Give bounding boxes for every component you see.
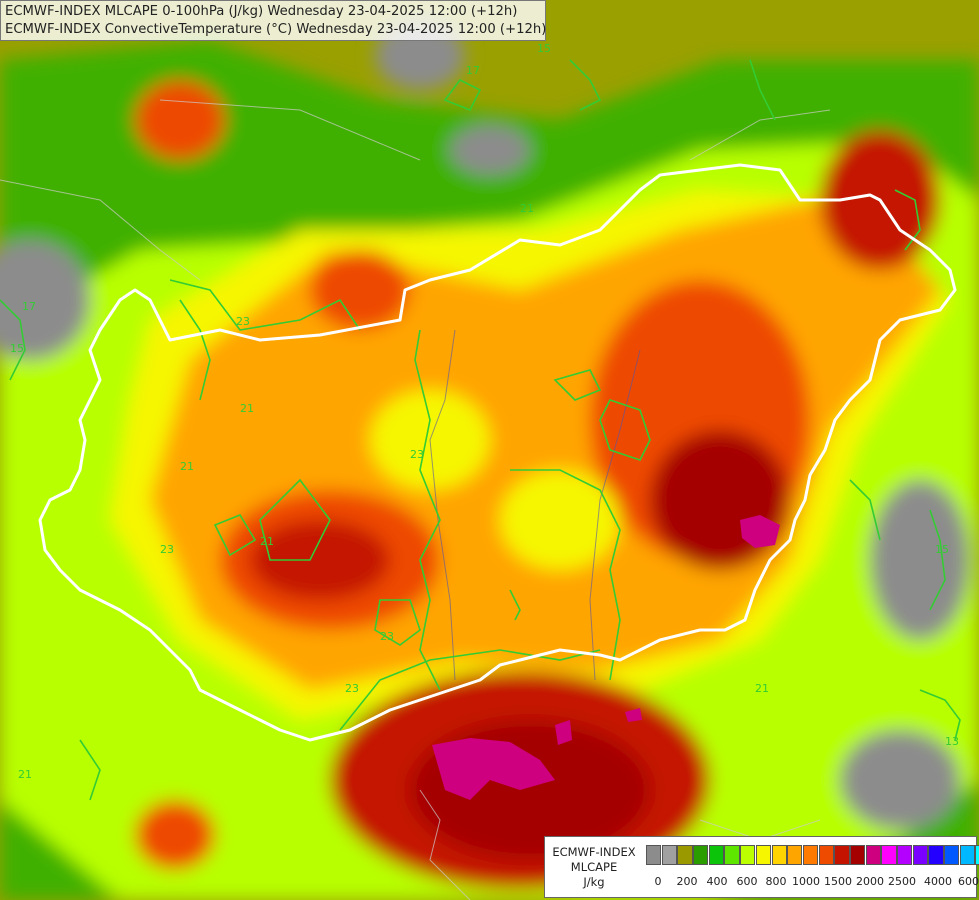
legend-swatch [818, 845, 834, 865]
contour-label: 13 [945, 735, 959, 748]
legend-swatch [834, 845, 850, 865]
title-line-mlcape: ECMWF-INDEX MLCAPE 0-100hPa (J/kg) Wedne… [5, 4, 518, 19]
legend-swatch [787, 845, 803, 865]
legend-swatch [897, 845, 913, 865]
legend-tick-label: 6000 [958, 875, 979, 888]
title-line-convective-temperature: ECMWF-INDEX ConvectiveTemperature (°C) W… [5, 22, 547, 37]
contour-label: 23 [160, 543, 174, 556]
legend-swatch [975, 845, 979, 865]
legend-swatch [661, 845, 677, 865]
contour-label: 21 [755, 682, 769, 695]
legend-swatch [849, 845, 866, 865]
contour-label: 21 [180, 460, 194, 473]
contour-label: 15 [10, 342, 24, 355]
legend-swatch [677, 845, 693, 865]
contour-label: 23 [236, 315, 250, 328]
legend-swatch [693, 845, 709, 865]
legend-tick-label: 800 [765, 875, 787, 888]
legend-title: ECMWF-INDEX MLCAPE J/kg [549, 845, 639, 890]
contour-label: 17 [22, 300, 36, 313]
color-legend: ECMWF-INDEX MLCAPE J/kg 0 200 400 600 800 100… [544, 836, 979, 898]
contour-label: 23 [410, 448, 424, 461]
legend-swatches [646, 845, 979, 865]
legend-tick-label: 200 [676, 875, 698, 888]
legend-unit: J/kg [583, 875, 605, 889]
legend-swatch [802, 845, 819, 865]
map-title-box: ECMWF-INDEX MLCAPE 0-100hPa (J/kg) Wedne… [0, 0, 546, 41]
convective-temperature-contours [0, 59, 961, 801]
legend-tick-label: 1500 [824, 875, 852, 888]
legend-swatch [928, 845, 944, 865]
legend-tick-label: 600 [736, 875, 758, 888]
legend-swatch [959, 845, 976, 865]
legend-tick-label: 0 [654, 875, 662, 888]
contour-label: 21 [240, 402, 254, 415]
legend-swatch [944, 845, 960, 865]
contour-label: 21 [520, 202, 534, 215]
contour-label: 23 [345, 682, 359, 695]
legend-swatch [646, 845, 662, 865]
legend-tick-label: 400 [706, 875, 728, 888]
legend-title-line1: ECMWF-INDEX [552, 845, 636, 859]
legend-swatch [771, 845, 787, 865]
legend-swatch [724, 845, 740, 865]
contour-label: 23 [380, 630, 394, 643]
legend-ticks: 0 200 400 600 800 1000 1500 2000 2500 4000 6000 [641, 875, 979, 891]
contour-label: 15 [935, 543, 949, 556]
legend-swatch [755, 845, 772, 865]
contour-label: 21 [260, 535, 274, 548]
legend-swatch [740, 845, 756, 865]
legend-tick-label: 2000 [856, 875, 884, 888]
legend-title-line2: MLCAPE [570, 860, 618, 874]
legend-tick-label: 1000 [792, 875, 820, 888]
legend-swatch [881, 845, 897, 865]
legend-tick-label: 2500 [888, 875, 916, 888]
contour-label: 15 [537, 42, 551, 55]
contour-label: 21 [18, 768, 32, 781]
legend-tick-label: 4000 [924, 875, 952, 888]
country-border [38, 163, 957, 742]
legend-swatch [865, 845, 881, 865]
contour-label: 17 [466, 64, 480, 77]
legend-swatch [912, 845, 928, 865]
legend-swatch [708, 845, 725, 865]
